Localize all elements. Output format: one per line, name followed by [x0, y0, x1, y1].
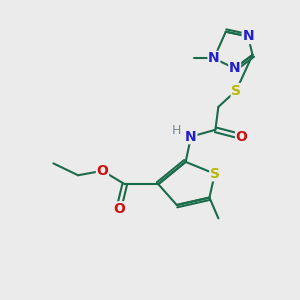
Text: N: N — [185, 130, 197, 144]
Text: O: O — [236, 130, 247, 144]
Text: N: N — [229, 61, 241, 75]
Text: S: S — [231, 84, 241, 98]
Text: H: H — [172, 124, 182, 137]
Text: N: N — [208, 52, 220, 65]
Text: S: S — [210, 167, 220, 181]
Text: O: O — [97, 164, 108, 178]
Text: N: N — [242, 29, 254, 44]
Text: O: O — [113, 202, 125, 216]
